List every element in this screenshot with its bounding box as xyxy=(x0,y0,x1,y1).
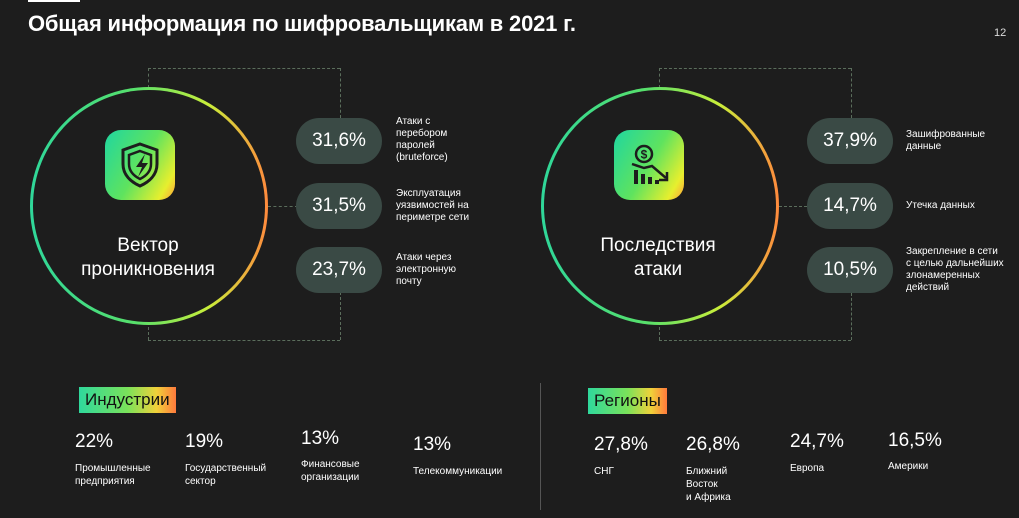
section-divider xyxy=(540,383,541,510)
consequences-ring xyxy=(541,87,779,325)
region-value: 26,8% xyxy=(686,434,740,455)
regions-heading: Регионы xyxy=(588,388,667,414)
industry-value: 13% xyxy=(301,428,340,449)
industry-label: Государственный сектор xyxy=(185,463,267,487)
stat-pill: 23,7% xyxy=(296,247,382,293)
dashed-connector xyxy=(659,68,851,69)
industry-value: 13% xyxy=(413,434,452,455)
stat-pill: 31,5% xyxy=(296,183,382,229)
consequences-ring-label: Последствия атаки xyxy=(600,235,716,280)
money-chart-down-icon: $ xyxy=(614,130,684,200)
pill-label: Закрепление в сети с целью дальнейших зл… xyxy=(906,246,1004,293)
dashed-connector xyxy=(659,68,660,88)
dashed-connector xyxy=(148,340,340,341)
page-title: Общая информация по шифровальщикам в 202… xyxy=(28,11,576,36)
dashed-connector xyxy=(148,322,149,340)
stat-pill: 37,9% xyxy=(807,118,893,164)
dashed-connector xyxy=(148,68,149,88)
top-accent-line xyxy=(28,0,80,2)
pill-label: Атаки с перебором паролей (bruteforce) xyxy=(396,116,448,163)
region-label: Ближний Восток и Африка xyxy=(686,466,731,503)
page-number: 12 xyxy=(994,27,1007,39)
shield-lightning-icon xyxy=(105,130,175,200)
dashed-connector xyxy=(659,322,660,340)
pill-label: Утечка данных xyxy=(906,200,975,211)
industry-label: Финансовые организации xyxy=(301,459,360,483)
dashed-connector xyxy=(851,293,852,340)
dashed-connector xyxy=(340,292,341,340)
region-value: 27,8% xyxy=(594,434,648,455)
region-value: 16,5% xyxy=(888,430,942,451)
pill-label: Зашифрованные данные xyxy=(906,129,986,152)
pill-label: Атаки через электронную почту xyxy=(396,252,457,287)
region-label: Америки xyxy=(888,461,929,472)
dashed-connector xyxy=(340,68,341,118)
stat-pill: 10,5% xyxy=(807,247,893,293)
svg-text:$: $ xyxy=(641,148,648,162)
dashed-connector xyxy=(779,206,807,207)
dashed-connector xyxy=(851,68,852,118)
region-label: СНГ xyxy=(594,466,614,477)
industries-heading: Индустрии xyxy=(79,387,176,413)
industry-label: Телекоммуникации xyxy=(413,466,503,477)
region-label: Европа xyxy=(790,463,825,474)
pill-label: Эксплуатация уязвимостей на периметре се… xyxy=(396,188,470,223)
industry-value: 19% xyxy=(185,431,224,452)
industry-label: Промышленные предприятия xyxy=(75,463,151,487)
region-value: 24,7% xyxy=(790,431,844,452)
vector-ring xyxy=(30,87,268,325)
vector-ring-label: Вектор проникновения xyxy=(81,235,215,280)
dashed-connector xyxy=(268,206,298,207)
dashed-connector xyxy=(659,340,851,341)
stat-pill: 31,6% xyxy=(296,118,382,164)
stat-pill: 14,7% xyxy=(807,183,893,229)
dashed-connector xyxy=(148,68,340,69)
industry-value: 22% xyxy=(75,431,114,452)
